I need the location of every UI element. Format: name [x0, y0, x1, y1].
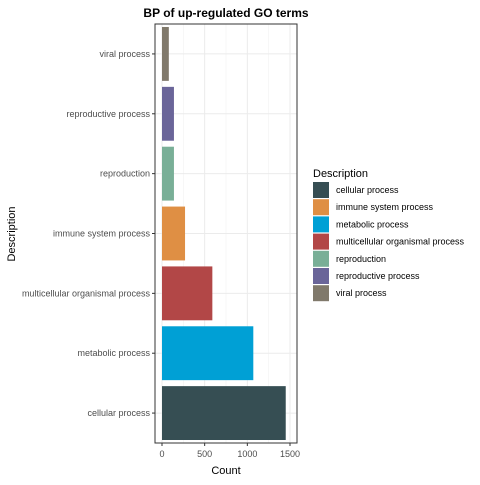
x-tick-label: 1500	[280, 449, 300, 459]
bar-immune-system-process	[162, 207, 185, 261]
y-tick-label: immune system process	[53, 229, 151, 239]
y-tick-label: viral process	[99, 49, 150, 59]
y-tick-label: reproductive process	[66, 109, 150, 119]
x-axis-title: Count	[211, 465, 240, 477]
legend-label: viral process	[336, 288, 387, 298]
legend-key-metabolic-process	[313, 216, 329, 232]
legend-label: reproductive process	[336, 271, 420, 281]
bar-multicellular-organismal-process	[162, 266, 212, 320]
chart-title: BP of up-regulated GO terms	[143, 6, 308, 20]
legend-label: multicellular organismal process	[336, 237, 465, 247]
legend-label: reproduction	[336, 254, 386, 264]
y-tick-label: metabolic process	[77, 348, 150, 358]
legend-key-cellular-process	[313, 182, 329, 198]
y-tick-label: multicellular organismal process	[22, 288, 151, 298]
x-tick-label: 0	[159, 449, 164, 459]
legend-key-multicellular-organismal-process	[313, 234, 329, 250]
x-tick-label: 1000	[237, 449, 257, 459]
legend-key-viral-process	[313, 285, 329, 301]
bar-metabolic-process	[162, 326, 253, 380]
bar-cellular-process	[162, 386, 286, 440]
legend-label: metabolic process	[336, 219, 409, 229]
legend-title: Description	[313, 168, 368, 180]
bar-reproductive-process	[162, 87, 174, 141]
x-tick-label: 500	[197, 449, 212, 459]
bar-viral-process	[162, 27, 169, 81]
y-axis-title: Description	[6, 206, 18, 261]
legend: Description cellular process immune syste…	[313, 168, 465, 301]
legend-label: immune system process	[336, 202, 434, 212]
legend-key-immune-system-process	[313, 199, 329, 215]
y-tick-label: reproduction	[100, 169, 150, 179]
legend-label: cellular process	[336, 185, 399, 195]
legend-key-reproduction	[313, 251, 329, 267]
legend-key-reproductive-process	[313, 268, 329, 284]
y-tick-label: cellular process	[87, 408, 150, 418]
bar-reproduction	[162, 147, 174, 201]
